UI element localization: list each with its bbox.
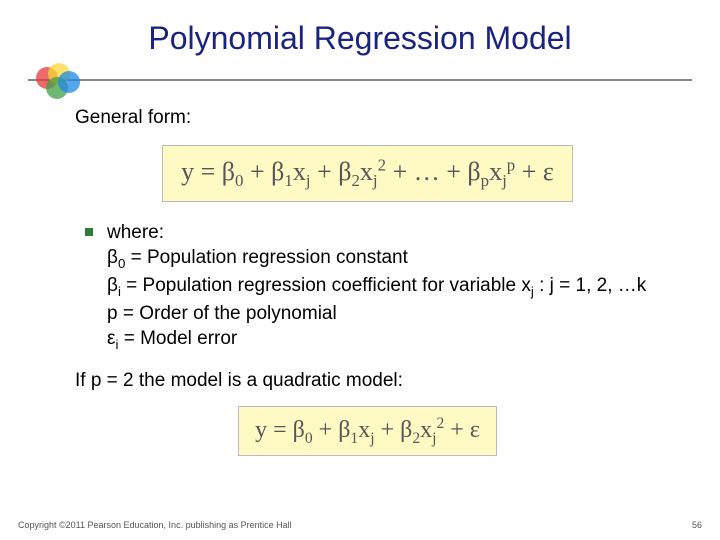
def-betai: βi = Population regression coefficient f… (107, 273, 660, 301)
def-epsilon: εi = Model error (107, 326, 660, 354)
divider-line (28, 79, 692, 81)
page-number: 56 (692, 520, 702, 530)
venn-logo (36, 63, 86, 99)
quadratic-label: If p = 2 the model is a quadratic model: (75, 368, 660, 394)
quadratic-formula: y = β0 + β1xj + β2xj2 + ε (238, 406, 497, 456)
def-p: p = Order of the polynomial (107, 301, 660, 327)
title-divider (0, 69, 720, 93)
venn-blue-circle (58, 71, 80, 93)
bullet-square-icon (85, 228, 93, 236)
where-definitions: where: β0 = Population regression consta… (107, 220, 660, 354)
slide-title: Polynomial Regression Model (0, 20, 720, 57)
copyright-text: Copyright ©2011 Pearson Education, Inc. … (18, 520, 292, 530)
where-bullet: where: β0 = Population regression consta… (75, 220, 660, 354)
general-formula: y = β0 + β1xj + β2xj2 + … + βpxjp + ε (162, 145, 573, 202)
where-label: where: (107, 220, 660, 246)
def-beta0: β0 = Population regression constant (107, 245, 660, 273)
general-form-label: General form: (75, 105, 660, 131)
